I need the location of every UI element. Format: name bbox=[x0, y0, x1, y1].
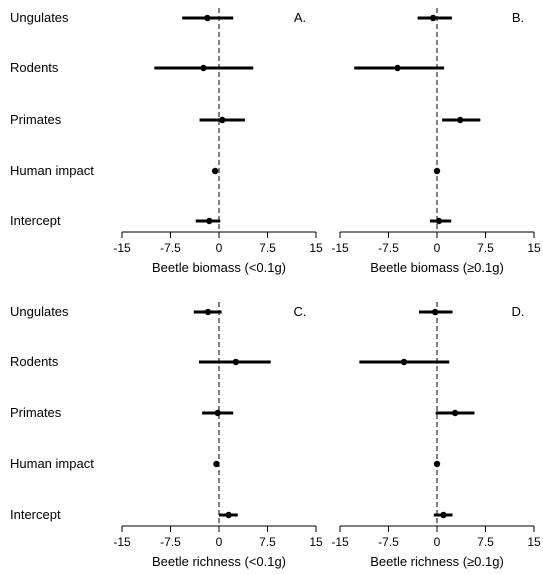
point-estimate-intercept bbox=[435, 217, 443, 225]
x-tick-label: 7.5 bbox=[259, 241, 276, 255]
point-estimate-human-impact bbox=[433, 167, 441, 175]
x-axis-title: Beetle biomass (<0.1g) bbox=[152, 260, 286, 275]
x-tick-label: 0 bbox=[434, 241, 441, 255]
x-tick-label: 15 bbox=[309, 535, 323, 549]
x-tick-label: 7.5 bbox=[259, 535, 276, 549]
x-tick-label: 0 bbox=[216, 241, 223, 255]
point-estimate-ungulates bbox=[431, 308, 439, 316]
x-tick-label: 0 bbox=[216, 535, 223, 549]
x-axis-title: Beetle biomass (≥0.1g) bbox=[370, 260, 504, 275]
point-estimate-primates bbox=[219, 116, 226, 124]
row-label-ungulates: Ungulates bbox=[10, 304, 69, 319]
point-estimate-human-impact bbox=[433, 460, 441, 468]
x-tick-label: -15 bbox=[113, 535, 131, 549]
x-tick-label: 0 bbox=[434, 535, 441, 549]
x-tick-label: -7.5 bbox=[378, 241, 399, 255]
point-estimate-intercept bbox=[440, 511, 447, 519]
x-tick-label: 15 bbox=[527, 241, 541, 255]
panel-label: D. bbox=[512, 304, 525, 319]
x-tick-label: -7.5 bbox=[378, 535, 399, 549]
x-tick-label: 15 bbox=[309, 241, 323, 255]
panel-label: A. bbox=[294, 10, 306, 25]
panel-d: -15 -7.5 0 7.5 15 Beetle richness (≥0.1g) D. bbox=[331, 302, 541, 569]
point-estimate-intercept bbox=[225, 511, 232, 519]
row-label-rodents: Rodents bbox=[10, 60, 59, 75]
point-estimate-intercept bbox=[206, 217, 213, 225]
point-estimate-human-impact bbox=[213, 460, 220, 468]
point-estimate-rodents bbox=[400, 358, 408, 366]
x-tick-label: -7.5 bbox=[160, 535, 181, 549]
row-label-primates: Primates bbox=[10, 405, 62, 420]
row-label-human-impact: Human impact bbox=[10, 163, 94, 178]
point-estimate-primates bbox=[457, 116, 464, 124]
x-tick-label: 7.5 bbox=[477, 535, 494, 549]
x-tick-label: 15 bbox=[527, 535, 541, 549]
row-label-intercept: Intercept bbox=[10, 213, 61, 228]
x-axis-title: Beetle richness (<0.1g) bbox=[152, 554, 286, 569]
point-estimate-rodents bbox=[200, 64, 207, 72]
row-label-ungulates: Ungulates bbox=[10, 10, 69, 25]
x-tick-label: -15 bbox=[113, 241, 131, 255]
point-estimate-primates bbox=[214, 409, 221, 417]
x-tick-label: -15 bbox=[331, 241, 349, 255]
panel-label: B. bbox=[512, 10, 524, 25]
row-label-primates: Primates bbox=[10, 112, 62, 127]
row-label-rodents: Rodents bbox=[10, 354, 59, 369]
x-tick-label: -7.5 bbox=[160, 241, 181, 255]
point-estimate-ungulates bbox=[204, 14, 211, 22]
x-axis-title: Beetle richness (≥0.1g) bbox=[370, 554, 504, 569]
panel-c: Ungulates Rodents Primates Human impact Inte… bbox=[10, 302, 323, 569]
x-tick-label: -15 bbox=[331, 535, 349, 549]
panel-b: -15 -7.5 0 7.5 15 Beetle biomass (≥0.1g) B. bbox=[331, 8, 541, 275]
point-estimate-ungulates bbox=[204, 308, 212, 316]
row-label-human-impact: Human impact bbox=[10, 456, 94, 471]
point-estimate-rodents bbox=[232, 358, 240, 366]
panel-a: Ungulates Rodents Primates Human impact Inte… bbox=[10, 8, 323, 275]
point-estimate-rodents bbox=[394, 64, 401, 72]
panel-label: C. bbox=[294, 304, 307, 319]
point-estimate-human-impact bbox=[211, 167, 219, 175]
x-tick-label: 7.5 bbox=[477, 241, 494, 255]
row-label-intercept: Intercept bbox=[10, 507, 61, 522]
point-estimate-primates bbox=[451, 409, 459, 417]
point-estimate-ungulates bbox=[429, 14, 437, 22]
